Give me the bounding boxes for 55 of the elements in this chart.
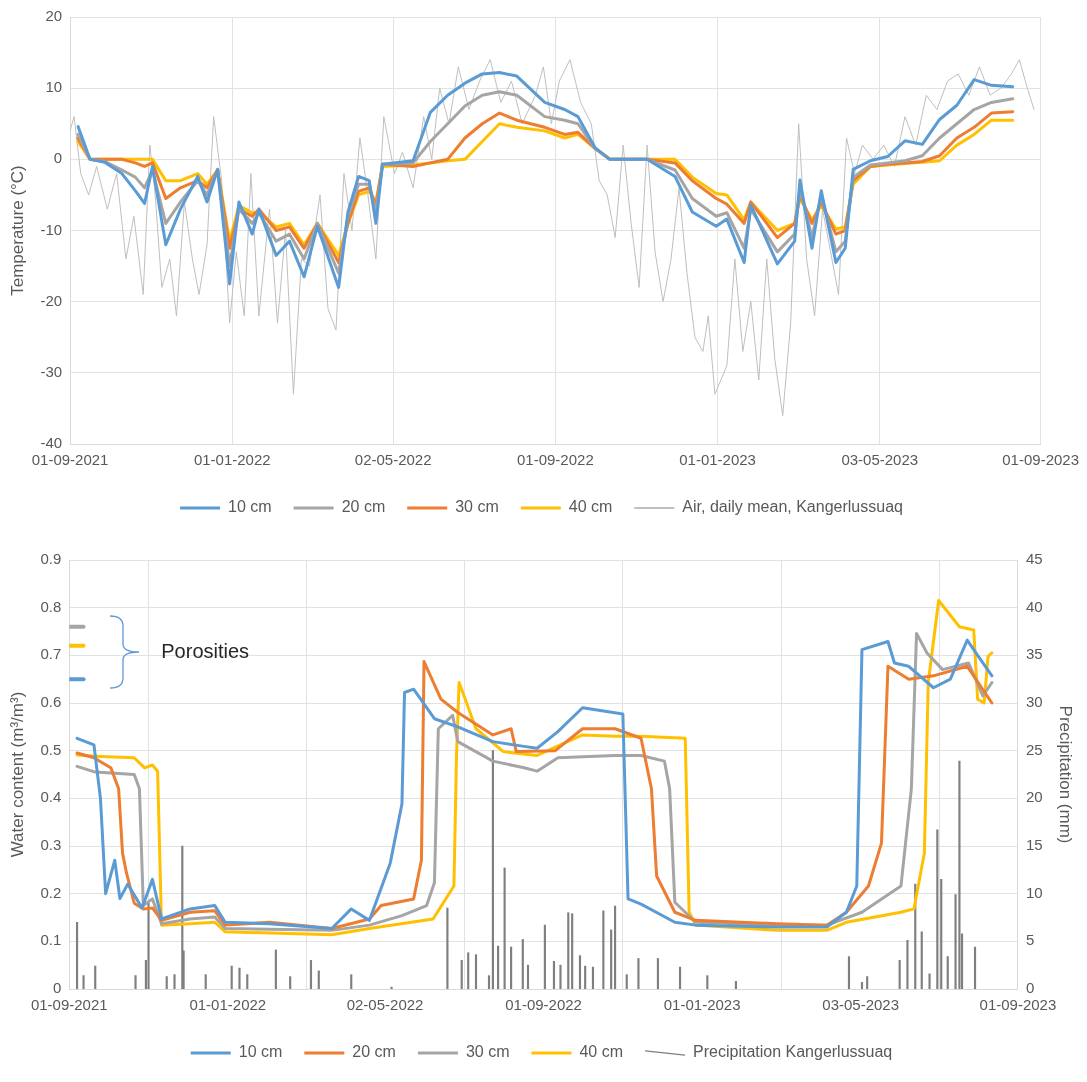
y-tick-label: -10 [40, 220, 63, 238]
y-tick-label: 10 [45, 78, 63, 96]
y-tick-label: 0.9 [40, 550, 62, 568]
y2-tick-label: 45 [1025, 550, 1043, 568]
y-tick-label: -30 [40, 362, 63, 380]
y-tick-label: 20 [45, 7, 63, 25]
x-tick-label: 01-09-2022 [505, 996, 582, 1014]
y-tick-label: 0.5 [40, 740, 62, 758]
y-tick-label: -20 [40, 291, 63, 309]
x-tick-label: 03-05-2023 [841, 451, 919, 469]
y-tick-label: 0.6 [40, 693, 62, 711]
x-tick-label: 03-05-2023 [822, 996, 900, 1014]
x-tick-label: 01-09-2023 [1002, 451, 1079, 469]
legend-label: Air, daily mean, Kangerlussuaq [682, 498, 903, 516]
y2-tick-label: 35 [1025, 645, 1043, 663]
legend-label: 30 cm [455, 498, 499, 516]
y-tick-label: 0.7 [40, 645, 62, 663]
y2-tick-label: 30 [1025, 693, 1043, 711]
y-tick-label: 0.1 [40, 931, 62, 949]
y-tick-label: 0 [52, 979, 62, 997]
x-tick-label: 01-09-2023 [979, 996, 1057, 1014]
legend-label: Precipitation Kangerlussuaq [693, 1043, 893, 1061]
legend-label: 20 cm [341, 498, 386, 516]
x-tick-label: 01-09-2021 [31, 451, 109, 469]
x-tick-label: 01-01-2023 [679, 451, 756, 469]
x-tick-label: 02-05-2022 [346, 996, 424, 1014]
y-tick-label: 0.2 [40, 883, 62, 901]
y2-tick-label: 40 [1025, 597, 1043, 615]
y2-tick-label: 20 [1025, 788, 1043, 806]
x-tick-label: 01-01-2023 [663, 996, 741, 1014]
x-tick-label: 01-01-2022 [193, 451, 271, 469]
y2-axis-title: Precipitation (mm) [1056, 705, 1076, 844]
x-tick-label: 02-05-2022 [354, 451, 432, 469]
y-tick-label: -40 [40, 434, 63, 452]
y2-tick-label: 15 [1025, 836, 1043, 854]
legend-label: 10 cm [238, 1043, 283, 1061]
x-tick-label: 01-01-2022 [189, 996, 267, 1014]
y2-tick-label: 25 [1025, 740, 1043, 758]
x-tick-label: 01-09-2021 [30, 996, 108, 1014]
y2-tick-label: 5 [1025, 931, 1035, 949]
legend-label: 40 cm [568, 498, 613, 516]
legend-label: 30 cm [465, 1043, 510, 1061]
legend-label: 20 cm [352, 1043, 396, 1061]
y-axis-title: Water content (m³/m³) [7, 691, 27, 858]
annotation: Porosities [161, 639, 250, 662]
y2-tick-label: 0 [1025, 979, 1035, 997]
legend-label: 10 cm [228, 498, 272, 516]
y-axis-title: Temperature (°C) [7, 165, 27, 296]
y-tick-label: 0.3 [40, 836, 62, 854]
y-tick-label: 0 [53, 149, 63, 167]
y-tick-label: 0.4 [40, 788, 62, 806]
y-tick-label: 0.8 [40, 597, 62, 615]
legend-label: 40 cm [579, 1043, 624, 1061]
x-tick-label: 01-09-2022 [516, 451, 594, 469]
y2-tick-label: 10 [1025, 883, 1043, 901]
